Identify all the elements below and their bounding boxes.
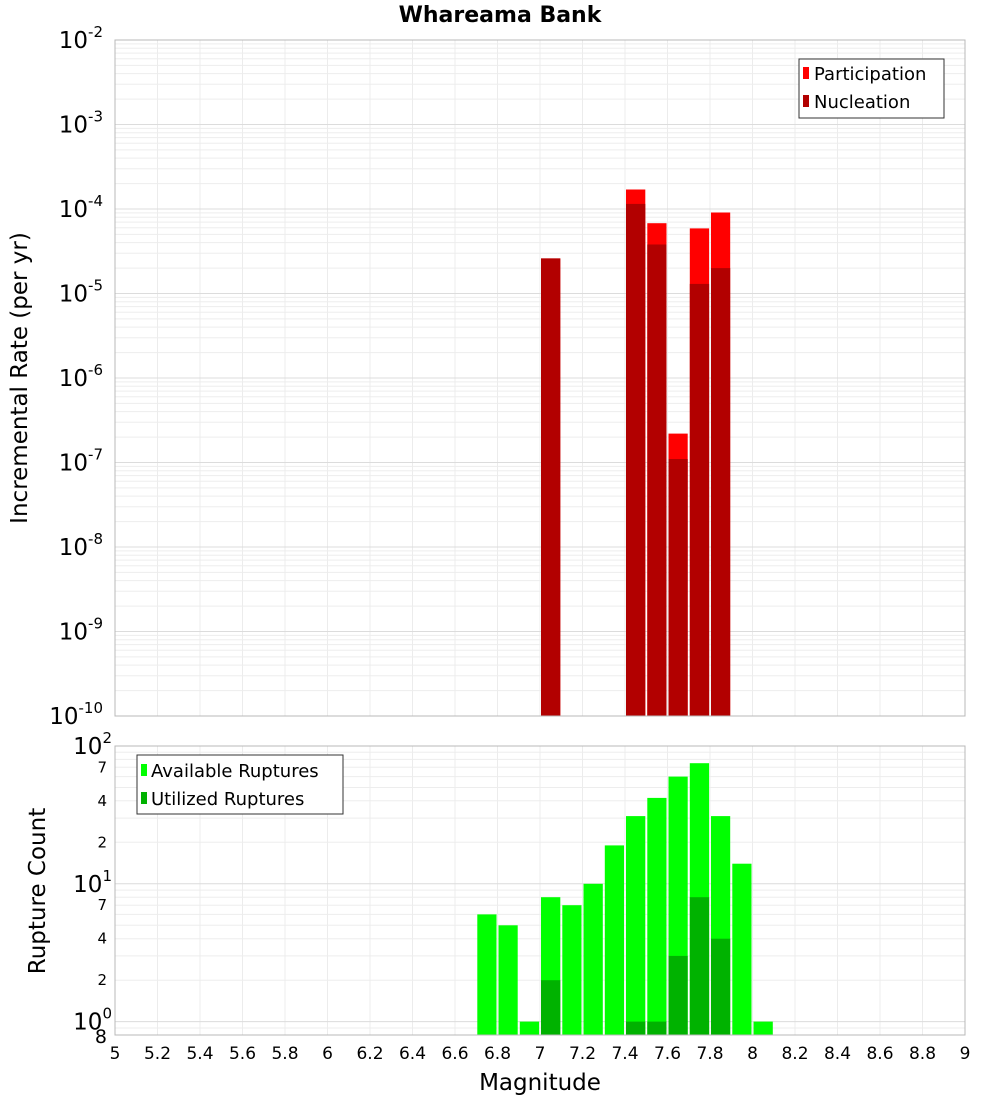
bottom-available-ruptures-bar — [753, 1021, 773, 1035]
top-nucleation-bar — [668, 459, 688, 716]
legend-available-label: Available Ruptures — [151, 761, 319, 782]
top-y-tick-label: 10-3 — [59, 108, 103, 139]
bottom-utilized-ruptures-bar — [541, 980, 561, 1035]
x-tick-label: 5.8 — [271, 1044, 298, 1064]
x-tick-label: 8.4 — [824, 1044, 851, 1064]
bottom-available-ruptures-bar — [604, 845, 624, 1035]
top-y-tick-label: 10-5 — [59, 277, 103, 308]
bottom-y-tick-label: 102 — [73, 729, 112, 760]
top-y-tick-label: 10-6 — [59, 361, 103, 392]
x-tick-label: 5.2 — [144, 1044, 171, 1064]
bottom-y-minor-label: 4 — [97, 930, 107, 948]
x-axis-label: Magnitude — [479, 1070, 601, 1096]
bottom-utilized-ruptures-bar — [689, 897, 710, 1035]
x-tick-label: 7 — [535, 1044, 546, 1064]
bottom-y-minor-label: 8 — [95, 1026, 107, 1048]
bottom-y-minor-label: 2 — [97, 971, 107, 989]
bottom-y-axis-label: Rupture Count — [25, 808, 51, 974]
top-nucleation-bar — [626, 203, 646, 716]
top-nucleation-bar — [711, 268, 731, 716]
x-tick-label: 9 — [960, 1044, 971, 1064]
x-tick-label: 7.4 — [611, 1044, 638, 1064]
bottom-available-ruptures-bar — [498, 925, 518, 1035]
legend-participation-swatch — [803, 67, 809, 79]
bottom-utilized-ruptures-bar — [626, 1021, 646, 1035]
top-y-tick-label: 10-10 — [49, 699, 103, 730]
x-tick-label: 7.8 — [696, 1044, 723, 1064]
bottom-available-ruptures-bar — [477, 914, 497, 1035]
legend-available-swatch — [141, 764, 147, 776]
top-y-tick-label: 10-8 — [59, 530, 103, 561]
top-y-tick-label: 10-9 — [59, 615, 103, 646]
bottom-y-minor-label: 7 — [97, 758, 107, 776]
top-legend: Participation Nucleation — [798, 58, 945, 119]
bottom-legend-box — [136, 754, 344, 815]
legend-nucleation-swatch — [803, 95, 809, 107]
bottom-available-ruptures-bar — [732, 863, 752, 1035]
x-tick-label: 8.6 — [866, 1044, 893, 1064]
x-tick-label: 5.4 — [186, 1044, 213, 1064]
bottom-utilized-ruptures-bar — [647, 1021, 667, 1035]
bottom-utilized-ruptures-bar — [668, 955, 688, 1035]
legend-nucleation-label: Nucleation — [814, 92, 910, 113]
top-nucleation-bar — [541, 258, 561, 716]
top-y-axis-label: Incremental Rate (per yr) — [7, 232, 33, 524]
top-plot-frame — [114, 39, 966, 717]
x-tick-label: 8.2 — [781, 1044, 808, 1064]
bottom-available-ruptures-bar — [519, 1021, 540, 1035]
chart-title: Whareama Bank — [399, 3, 603, 28]
bottom-y-tick-label: 100 — [73, 1005, 112, 1036]
bottom-y-tick-label: 101 — [73, 867, 112, 898]
x-tick-label: 6.6 — [441, 1044, 468, 1064]
x-tick-label: 7.2 — [569, 1044, 596, 1064]
bottom-y-minor-label: 4 — [97, 792, 107, 810]
bottom-available-ruptures-bar — [647, 797, 667, 1035]
legend-utilized-label: Utilized Ruptures — [151, 789, 304, 810]
bottom-utilized-ruptures-bar — [711, 938, 731, 1035]
top-nucleation-bar — [647, 244, 667, 716]
top-nucleation-bar — [689, 283, 710, 716]
x-tick-label: 6.8 — [484, 1044, 511, 1064]
x-tick-label: 7.6 — [654, 1044, 681, 1064]
bottom-available-ruptures-bar — [562, 905, 582, 1035]
bottom-y-minor-label: 7 — [97, 896, 107, 914]
legend-utilized-swatch — [141, 792, 147, 804]
bottom-available-ruptures-bar — [626, 816, 646, 1035]
bottom-legend: Available Ruptures Utilized Ruptures — [136, 754, 344, 815]
x-tick-label: 6.2 — [356, 1044, 383, 1064]
top-y-tick-label: 10-7 — [59, 446, 103, 477]
bottom-y-minor-label: 2 — [97, 833, 107, 851]
top-legend-box — [798, 58, 945, 119]
top-y-tick-label: 10-4 — [59, 192, 103, 223]
top-y-tick-label: 10-2 — [59, 23, 103, 54]
x-tick-label: 8 — [747, 1044, 758, 1064]
x-tick-label: 6.4 — [399, 1044, 426, 1064]
bottom-plot-frame — [114, 745, 966, 1036]
x-tick-label: 5.6 — [229, 1044, 256, 1064]
x-tick-label: 8.8 — [909, 1044, 936, 1064]
bottom-available-ruptures-bar — [583, 883, 603, 1035]
x-tick-label: 5 — [110, 1044, 121, 1064]
legend-participation-label: Participation — [814, 64, 926, 85]
x-tick-label: 6 — [322, 1044, 333, 1064]
